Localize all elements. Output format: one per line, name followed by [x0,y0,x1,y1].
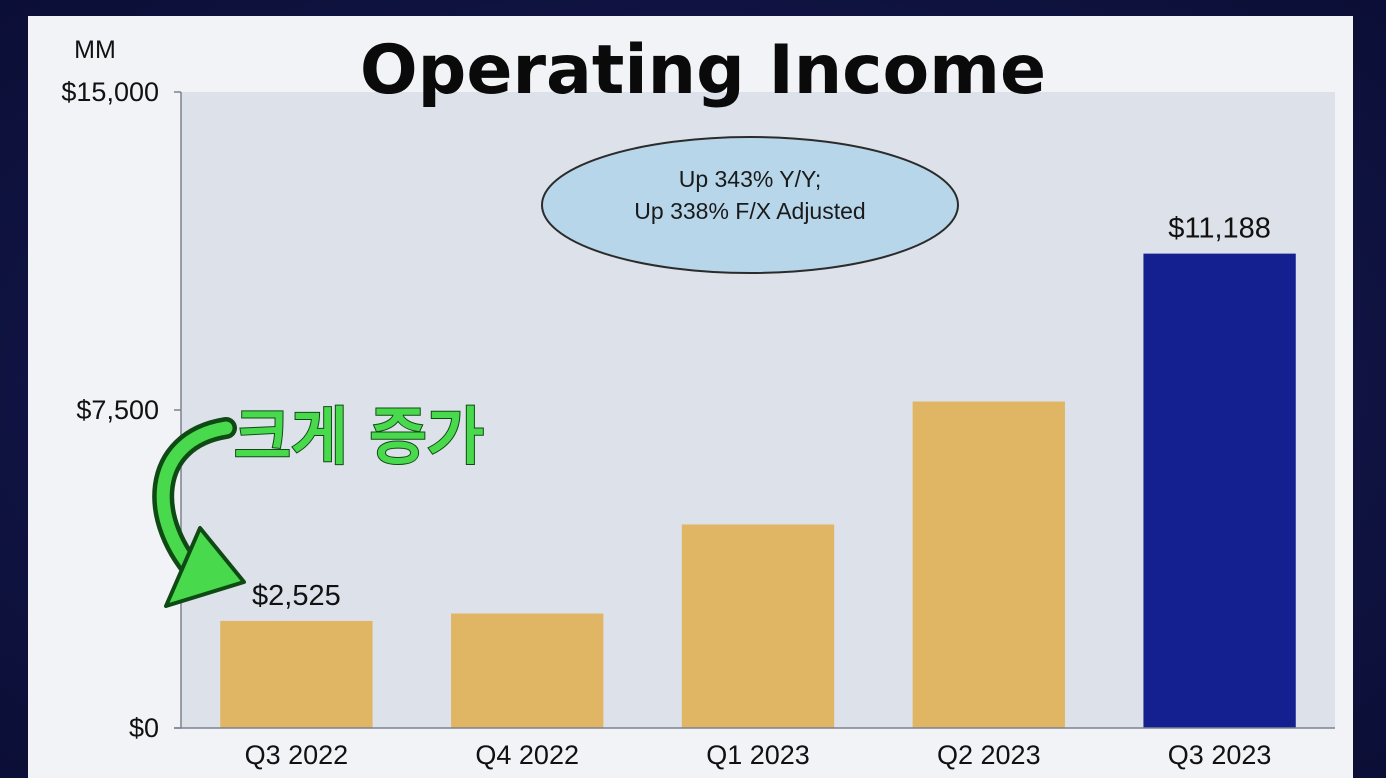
data-label-group: $2,525 $11,188 [252,213,1271,612]
bar-q1-2023 [681,524,835,728]
green-arrow-icon [152,417,246,608]
y-unit-label: MM [74,36,116,64]
chart-title: Operating Income [360,31,1046,110]
x-tick-label: Q1 2023 [706,740,810,770]
callout-line-2: Up 338% F/X Adjusted [634,198,865,224]
x-tick-label: Q2 2023 [937,740,1041,770]
x-tick-label: Q4 2022 [475,740,579,770]
bar-q3-2023 [1143,253,1296,729]
y-tick-label: $0 [129,713,159,743]
callout-line-1: Up 343% Y/Y; [679,166,822,192]
overlay-caption: 크게 증가 [234,400,484,473]
bar-q3-2022 [220,620,373,728]
bar-group [220,253,1296,729]
callout-ellipse [541,136,959,274]
data-label: $2,525 [252,580,341,612]
y-tick-label: $15,000 [61,77,159,107]
y-tick-label: $7,500 [76,395,159,425]
data-label: $11,188 [1168,213,1271,245]
bar-q4-2022 [451,613,604,728]
bar-q2-2023 [912,401,1065,728]
y-tick-group: $0 $7,500 $15,000 [61,77,181,743]
x-tick-label: Q3 2022 [245,740,349,770]
x-tick-label: Q3 2023 [1168,740,1272,770]
x-label-group: Q3 2022 Q4 2022 Q1 2023 Q2 2023 Q3 2023 [245,740,1272,770]
